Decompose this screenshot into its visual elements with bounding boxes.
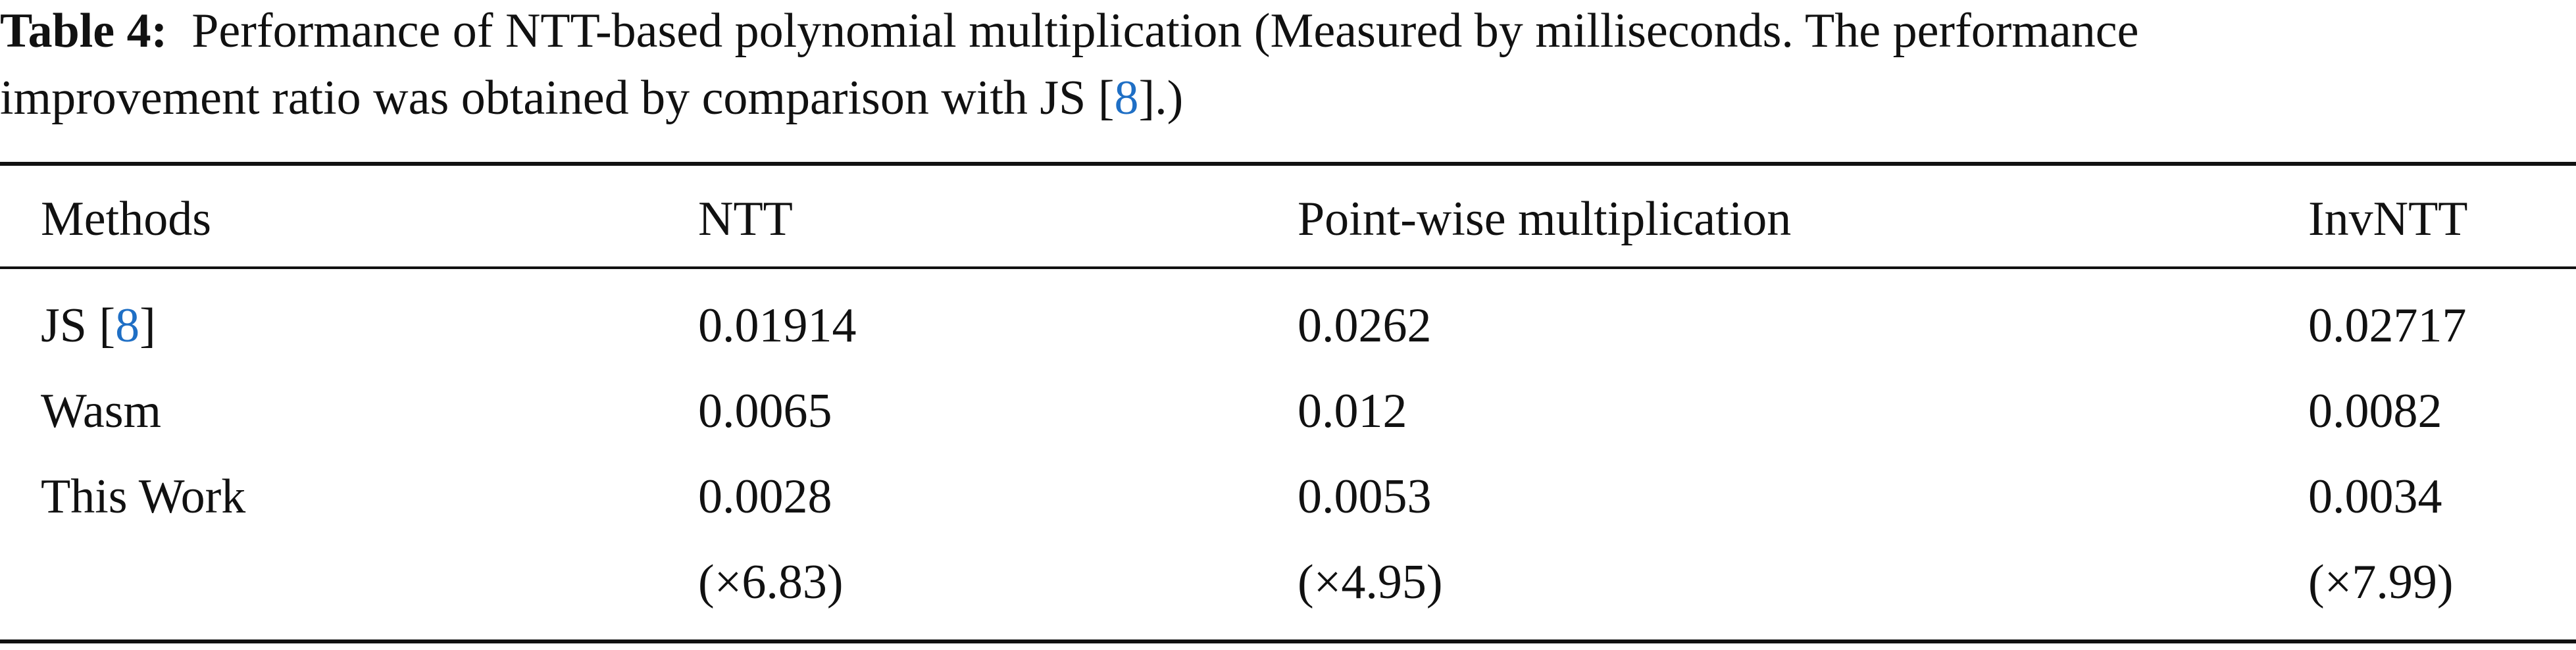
cell-text: JS [ xyxy=(41,299,116,353)
caption-line: improvement ratio was obtained by compar… xyxy=(0,74,1183,122)
value-cell: 0.0262 xyxy=(1298,299,1432,353)
top-rule xyxy=(0,162,2576,166)
ratio-cell: (×6.83) xyxy=(698,555,844,609)
header-cell: InvNTT xyxy=(2308,192,2468,246)
header-cell: Methods xyxy=(41,192,211,246)
cell-text: Wasm xyxy=(41,384,162,438)
header-cell: Point-wise multiplication xyxy=(1298,192,1792,246)
value-cell: 0.0082 xyxy=(2308,384,2442,438)
header-rule xyxy=(0,266,2576,269)
caption-text: ].) xyxy=(1138,71,1184,125)
value-cell: 0.02717 xyxy=(2308,299,2467,353)
cell-text: ] xyxy=(139,299,156,353)
value-cell: 0.0034 xyxy=(2308,470,2442,524)
caption-text: Performance of NTT-based polynomial mult… xyxy=(191,4,2139,58)
bottom-rule xyxy=(0,639,2576,643)
header-cell: NTT xyxy=(698,192,793,246)
method-cell: Wasm xyxy=(41,387,161,436)
value-cell: 0.01914 xyxy=(698,299,857,353)
value-cell: 0.012 xyxy=(1298,384,1407,438)
caption-text: improvement ratio was obtained by compar… xyxy=(0,71,1115,125)
citation-link[interactable]: 8 xyxy=(1114,71,1139,125)
ratio-cell: (×7.99) xyxy=(2308,555,2454,609)
cell-text: This Work xyxy=(41,470,246,524)
method-cell: JS [8] xyxy=(41,301,156,350)
value-cell: 0.0065 xyxy=(698,384,832,438)
value-cell: 0.0053 xyxy=(1298,470,1432,524)
citation-link[interactable]: 8 xyxy=(115,299,140,353)
method-cell: This Work xyxy=(41,472,245,521)
caption-label: Table 4: xyxy=(0,4,168,58)
caption-line: Table 4: Performance of NTT-based polyno… xyxy=(0,7,2138,55)
value-cell: 0.0028 xyxy=(698,470,832,524)
ratio-cell: (×4.95) xyxy=(1298,555,1443,609)
